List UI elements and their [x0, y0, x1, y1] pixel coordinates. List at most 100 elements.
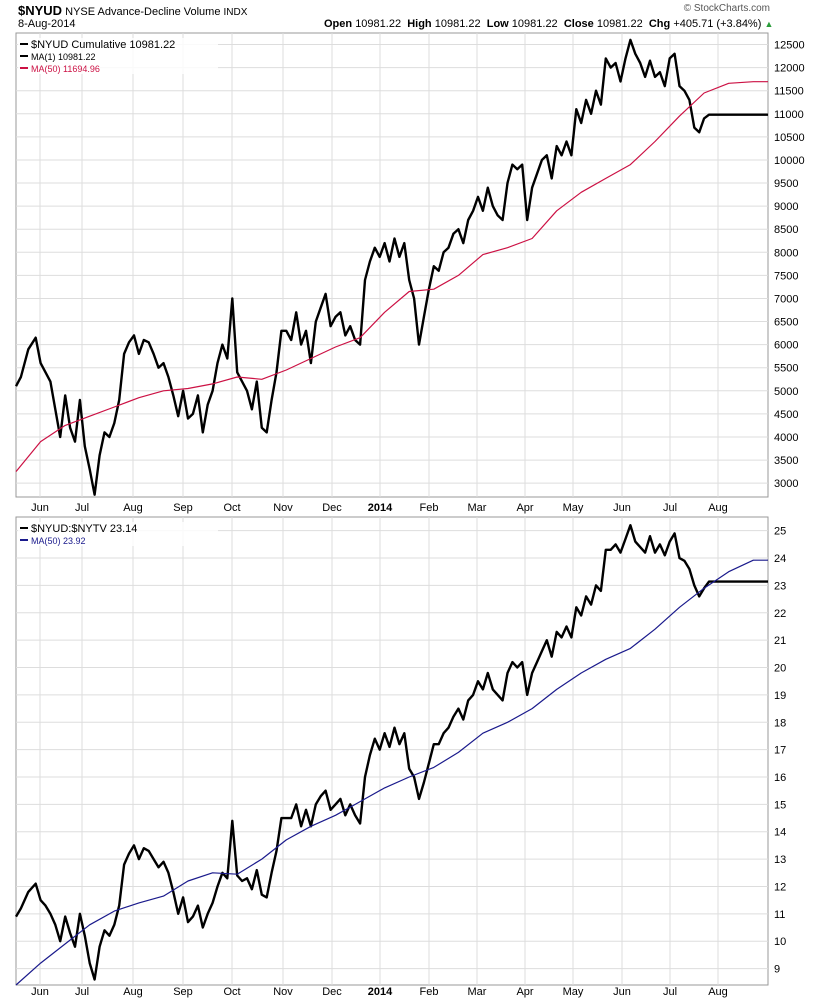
- date-label: 8-Aug-2014: [18, 18, 76, 30]
- y-tick-label: 16: [774, 772, 786, 784]
- low-label: Low: [486, 18, 509, 30]
- ma-line: [15, 81, 768, 472]
- exchange-label: INDX: [223, 7, 248, 18]
- open-value: 10981.22: [355, 18, 402, 30]
- y-tick-label: 20: [774, 663, 786, 675]
- plot-frame: [15, 516, 769, 986]
- legend-bg: [18, 50, 218, 62]
- low-value: 10981.22: [511, 18, 558, 30]
- y-tick-label: 8500: [774, 224, 798, 236]
- y-tick-label: 22: [774, 608, 786, 620]
- y-tick-label: 9: [774, 964, 780, 976]
- y-tick-label: 5000: [774, 386, 798, 398]
- ohlc-summary: Open 10981.22 High 10981.22 Low 10981.22…: [324, 18, 773, 30]
- x-tick-label: Aug: [708, 986, 728, 998]
- x-tick-label: Dec: [322, 986, 342, 998]
- y-tick-label: 4000: [774, 432, 798, 444]
- price-line: [14, 524, 768, 981]
- x-tick-label: Jul: [75, 502, 89, 514]
- symbol-label: $NYUD: [18, 3, 63, 18]
- y-tick-label: 7500: [774, 270, 798, 282]
- x-tick-label: Jun: [613, 986, 631, 998]
- legend-label: $NYUD:$NYTV 23.14: [31, 523, 137, 535]
- x-tick-label: Jun: [31, 502, 49, 514]
- plot-frame: [15, 32, 769, 498]
- x-tick-label: Jul: [663, 986, 677, 998]
- x-tick-label: May: [563, 502, 584, 514]
- x-tick-label: Sep: [173, 502, 193, 514]
- x-tick-label: Jun: [613, 502, 631, 514]
- chg-value: +405.71 (+3.84%): [673, 18, 762, 30]
- x-tick-label: Jun: [31, 986, 49, 998]
- y-tick-label: 8000: [774, 247, 798, 259]
- legend-bg: [18, 62, 218, 74]
- y-tick-label: 12500: [774, 40, 805, 52]
- x-tick-label: Mar: [468, 986, 487, 998]
- y-tick-label: 14: [774, 827, 786, 839]
- y-tick-label: 5500: [774, 363, 798, 375]
- symbol-name: NYSE Advance-Decline Volume: [65, 6, 221, 18]
- x-tick-label: Aug: [123, 502, 143, 514]
- x-tick-label: Nov: [273, 986, 293, 998]
- x-tick-label: Jul: [75, 986, 89, 998]
- chart-header-title: $NYUD NYSE Advance-Decline Volume INDX: [18, 3, 247, 18]
- legend-label: $NYUD Cumulative 10981.22: [31, 39, 175, 51]
- close-label: Close: [563, 18, 594, 30]
- x-tick-label: Apr: [516, 986, 533, 998]
- y-tick-label: 12: [774, 881, 786, 893]
- y-tick-label: 9000: [774, 201, 798, 213]
- legend-bg: [18, 534, 218, 546]
- y-tick-label: 10500: [774, 132, 805, 144]
- x-tick-label: Feb: [420, 502, 439, 514]
- x-tick-label: Jul: [663, 502, 677, 514]
- x-tick-label: Nov: [273, 502, 293, 514]
- y-tick-label: 25: [774, 526, 786, 538]
- y-tick-label: 17: [774, 745, 786, 757]
- close-value: 10981.22: [596, 18, 643, 30]
- top-panel: 3000 3500 4000 4500 5000 5500 6000 6500 7000 7500…: [14, 32, 805, 514]
- legend-label: MA(50) 23.92: [31, 536, 86, 546]
- legend-label: MA(1) 10981.22: [31, 52, 96, 62]
- x-tick-label: Aug: [123, 986, 143, 998]
- y-tick-label: 10000: [774, 155, 805, 167]
- open-label: Open: [324, 18, 353, 30]
- x-tick-label: Oct: [223, 986, 240, 998]
- y-tick-label: 21: [774, 635, 786, 647]
- y-tick-label: 6000: [774, 340, 798, 352]
- high-label: High: [407, 18, 432, 30]
- ma-line: [15, 559, 768, 986]
- y-tick-label: 12000: [774, 63, 805, 75]
- y-tick-label: 11000: [774, 109, 804, 121]
- x-tick-label: Feb: [420, 986, 439, 998]
- y-tick-label: 23: [774, 580, 786, 592]
- y-tick-label: 15: [774, 799, 786, 811]
- price-line: [14, 38, 768, 496]
- bottom-panel: 9 10 11 12 13 14 15 16 17 18 19 20 21 22 23 24 25 Jun Jul A…: [14, 516, 786, 998]
- x-tick-label: Aug: [708, 502, 728, 514]
- y-tick-label: 9500: [774, 178, 798, 190]
- legend-label: MA(50) 11694.96: [31, 64, 100, 74]
- legend-bg: [18, 522, 218, 534]
- y-tick-label: 19: [774, 690, 786, 702]
- high-value: 10981.22: [434, 18, 481, 30]
- brand-label: © StockCharts.com: [683, 3, 770, 14]
- x-tick-label: 2014: [368, 986, 393, 998]
- y-tick-label: 10: [774, 936, 786, 948]
- x-tick-label: May: [563, 986, 584, 998]
- y-tick-label: 6500: [774, 317, 798, 329]
- legend-bg: [18, 38, 218, 50]
- y-tick-label: 3500: [774, 455, 798, 467]
- y-tick-label: 18: [774, 717, 786, 729]
- y-tick-label: 3000: [774, 478, 798, 490]
- x-tick-label: Oct: [223, 502, 240, 514]
- x-tick-label: 2014: [368, 502, 393, 514]
- up-arrow-icon: ▲: [764, 19, 774, 29]
- y-tick-label: 7000: [774, 293, 798, 305]
- y-tick-label: 4500: [774, 409, 798, 421]
- x-tick-label: Mar: [468, 502, 487, 514]
- x-tick-label: Dec: [322, 502, 342, 514]
- y-tick-label: 11500: [774, 86, 804, 98]
- y-tick-label: 24: [774, 553, 786, 565]
- y-tick-label: 13: [774, 854, 786, 866]
